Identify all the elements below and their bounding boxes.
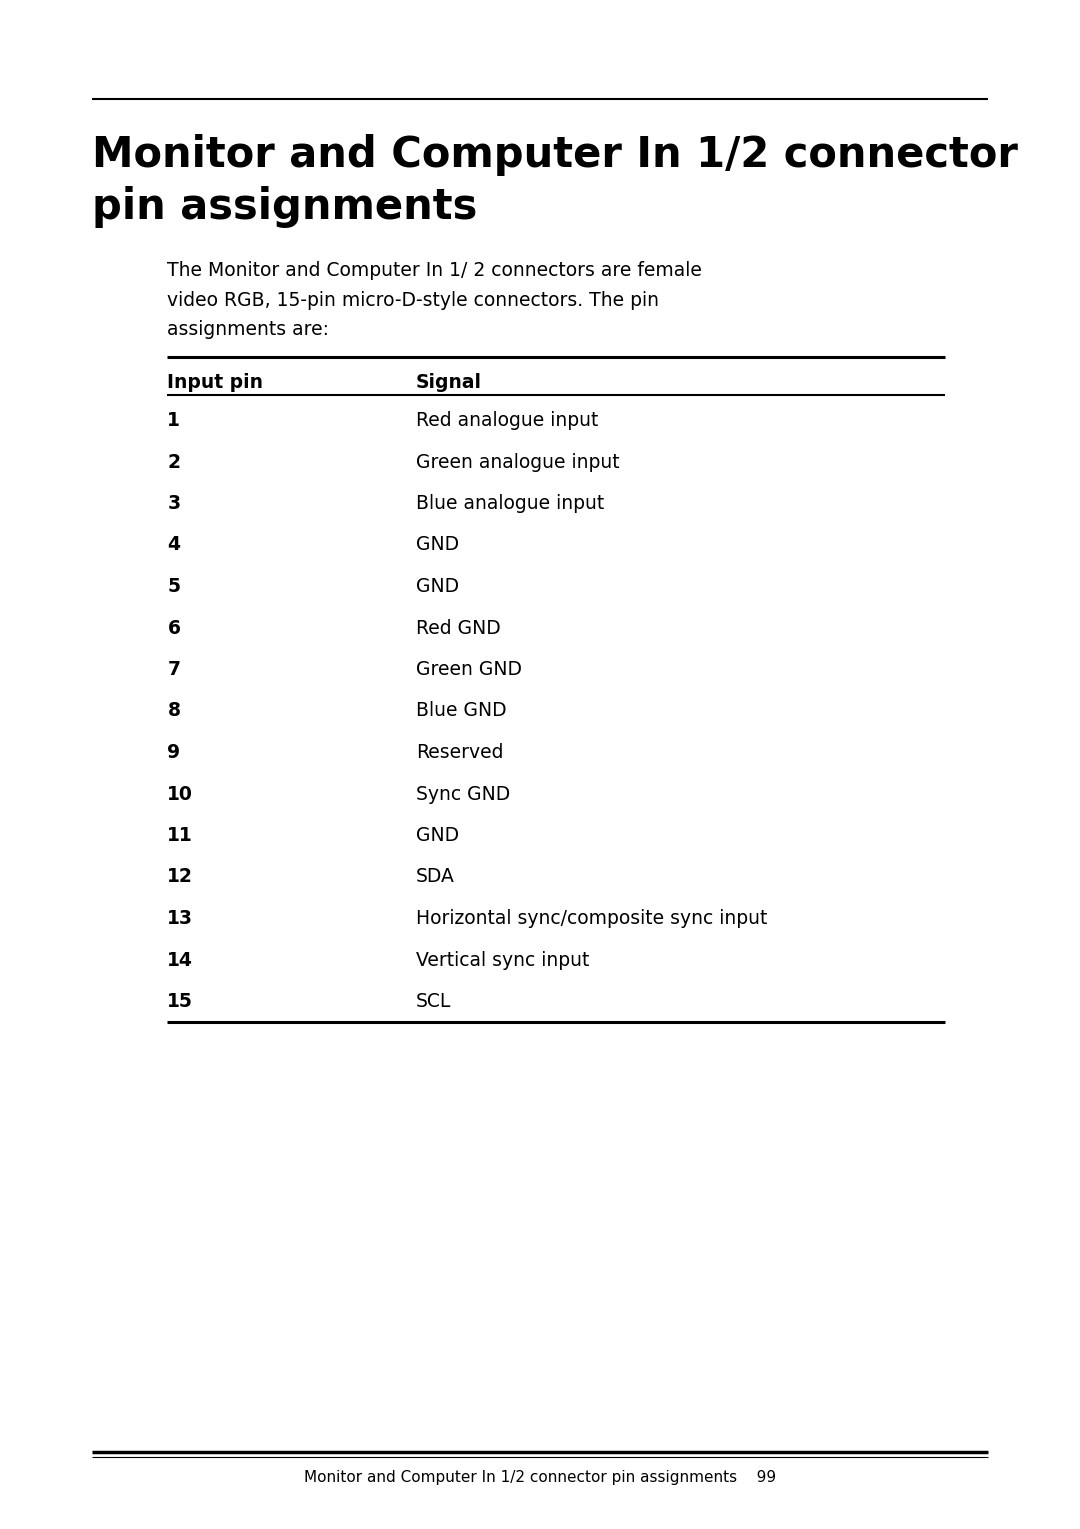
Text: Input pin: Input pin	[167, 373, 264, 391]
Text: Sync GND: Sync GND	[416, 784, 510, 804]
Text: Blue analogue input: Blue analogue input	[416, 494, 604, 514]
Text: Green GND: Green GND	[416, 661, 522, 679]
Text: Monitor and Computer In 1/2 connector pin assignments    99: Monitor and Computer In 1/2 connector pi…	[303, 1469, 777, 1485]
Text: Vertical sync input: Vertical sync input	[416, 951, 590, 969]
Text: 11: 11	[167, 826, 193, 846]
Text: 14: 14	[167, 951, 193, 969]
Text: 3: 3	[167, 494, 180, 514]
Text: 7: 7	[167, 661, 180, 679]
Text: SDA: SDA	[416, 867, 455, 887]
Text: assignments are:: assignments are:	[167, 320, 329, 339]
Text: Reserved: Reserved	[416, 743, 503, 761]
Text: GND: GND	[416, 826, 459, 846]
Text: Horizontal sync/composite sync input: Horizontal sync/composite sync input	[416, 910, 767, 928]
Text: 1: 1	[167, 411, 180, 430]
Text: The Monitor and Computer In 1/ 2 connectors are female: The Monitor and Computer In 1/ 2 connect…	[167, 261, 702, 280]
Text: 9: 9	[167, 743, 180, 761]
Text: 10: 10	[167, 784, 193, 804]
Text: Green analogue input: Green analogue input	[416, 453, 620, 471]
Text: video RGB, 15-pin micro-D-style connectors. The pin: video RGB, 15-pin micro-D-style connecto…	[167, 291, 660, 309]
Text: 4: 4	[167, 535, 180, 555]
Text: Monitor and Computer In 1/2 connector: Monitor and Computer In 1/2 connector	[92, 135, 1017, 176]
Text: pin assignments: pin assignments	[92, 187, 477, 228]
Text: 6: 6	[167, 619, 180, 638]
Text: 13: 13	[167, 910, 193, 928]
Text: GND: GND	[416, 535, 459, 555]
Text: Red GND: Red GND	[416, 619, 500, 638]
Text: Blue GND: Blue GND	[416, 702, 507, 720]
Text: 8: 8	[167, 702, 180, 720]
Text: 15: 15	[167, 992, 193, 1011]
Text: GND: GND	[416, 576, 459, 596]
Text: Red analogue input: Red analogue input	[416, 411, 598, 430]
Text: Signal: Signal	[416, 373, 482, 391]
Text: SCL: SCL	[416, 992, 451, 1011]
Text: 2: 2	[167, 453, 180, 471]
Text: 5: 5	[167, 576, 180, 596]
Text: 12: 12	[167, 867, 193, 887]
